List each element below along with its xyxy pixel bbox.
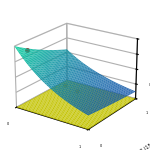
Y-axis label: MF (15): MF (15) bbox=[136, 142, 150, 150]
